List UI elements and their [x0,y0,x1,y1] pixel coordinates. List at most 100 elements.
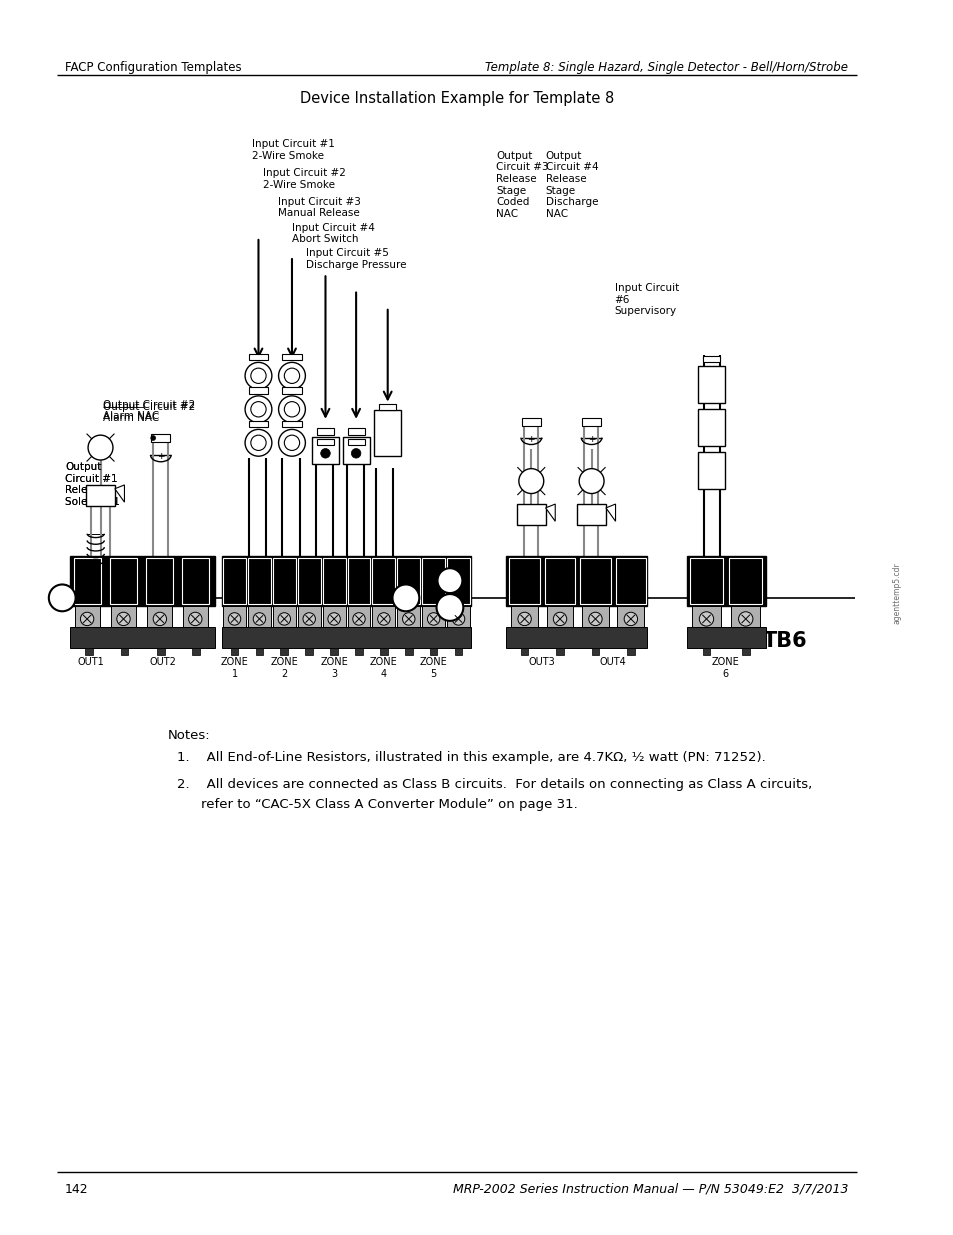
Circle shape [738,611,752,626]
Text: +: + [527,475,535,487]
Text: Output Circuit #2
Alarm NAC: Output Circuit #2 Alarm NAC [103,400,195,421]
Text: 6: 6 [702,583,709,593]
Circle shape [320,448,330,458]
Text: B: B [380,561,387,571]
Text: ω: ω [288,438,295,447]
Bar [74,605,99,626]
Circle shape [278,430,305,456]
Bar [404,647,412,656]
Bar [248,605,271,626]
Text: +: + [523,510,531,520]
Text: 1: 1 [256,579,262,588]
Bar [686,626,765,647]
Bar [378,404,395,410]
Text: −: − [355,608,362,616]
Text: 4: 4 [627,583,633,593]
Text: −: − [355,571,362,579]
Circle shape [49,584,75,611]
Bar [556,647,563,656]
Text: +: + [331,571,337,579]
Text: B: B [455,561,462,571]
Bar [591,647,598,656]
Text: B: B [330,561,337,571]
Text: B: B [119,562,128,573]
Circle shape [452,613,464,625]
Circle shape [251,368,266,383]
Text: ZONE
4: ZONE 4 [370,657,397,679]
Text: −: − [740,573,749,583]
Text: 3: 3 [557,583,562,593]
Bar [396,558,420,604]
Bar [157,647,165,656]
Bar [183,605,208,626]
Circle shape [189,613,202,626]
Polygon shape [114,485,124,503]
Bar [544,558,575,604]
Bar [374,410,400,456]
Text: 1.    All End-of-Line Resistors, illustrated in this example, are 4.7KΩ, ½ watt : 1. All End-of-Line Resistors, illustrate… [177,751,765,764]
Bar [511,605,537,626]
Text: +: + [155,573,164,583]
Bar [342,437,369,464]
Text: −: − [556,608,563,616]
Bar [193,647,200,656]
Text: ω: ω [254,372,262,380]
Bar [520,647,528,656]
Text: FACP Configuration Templates: FACP Configuration Templates [65,61,241,74]
Circle shape [153,613,167,626]
Bar [86,485,114,506]
Circle shape [328,613,340,625]
Text: B: B [280,561,288,571]
Text: −: − [455,608,461,616]
Circle shape [278,362,305,389]
Text: +: + [587,435,595,445]
Text: −: − [120,608,127,616]
Circle shape [251,401,266,417]
Text: TB7: TB7 [579,631,624,651]
Bar [297,605,320,626]
Bar [506,556,646,605]
Text: +: + [380,608,387,616]
Circle shape [402,613,415,625]
Text: +: + [592,608,598,616]
Bar [626,647,634,656]
Text: 3: 3 [355,579,361,588]
Text: +: + [587,475,595,487]
Circle shape [436,594,463,621]
Bar [249,421,268,427]
Bar [182,558,209,604]
Text: 1: 1 [232,579,237,588]
Text: +: + [583,510,591,520]
Bar [70,626,215,647]
Circle shape [377,613,390,625]
Text: 4: 4 [592,583,598,593]
Text: 142: 142 [65,1183,89,1195]
Circle shape [392,584,419,611]
Bar [355,647,362,656]
Text: Output
Circuit #4
Release
Stage
Discharge
NAC: Output Circuit #4 Release Stage Discharg… [545,151,598,219]
Text: 5: 5 [456,579,460,588]
Text: ZONE
2: ZONE 2 [270,657,298,679]
Text: +: + [430,608,436,616]
Bar [322,605,345,626]
Bar [689,558,722,604]
Text: OUT3: OUT3 [528,657,555,667]
Text: B: B [591,562,599,573]
Circle shape [437,568,462,593]
Text: −: − [191,573,199,583]
Text: −: − [192,608,199,616]
Bar [312,437,338,464]
Bar [698,452,724,489]
Text: 3: 3 [521,583,527,593]
Text: Input Circuit #3
Manual Release: Input Circuit #3 Manual Release [277,196,360,219]
Bar [615,558,645,604]
Text: 3: 3 [331,579,336,588]
Text: +: + [331,608,337,616]
Circle shape [553,613,566,626]
Bar [455,647,462,656]
Text: +: + [83,608,91,616]
Text: +: + [520,608,527,616]
Bar [111,605,135,626]
Text: +: + [232,608,237,616]
Text: +: + [156,608,164,616]
